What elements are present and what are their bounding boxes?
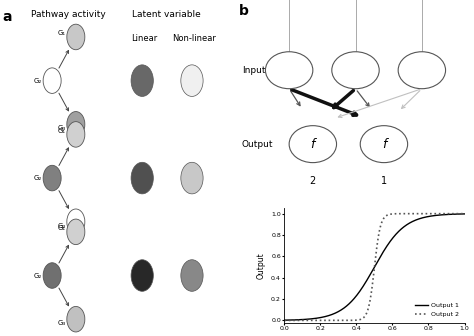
Circle shape <box>332 52 379 89</box>
Text: f: f <box>382 138 386 151</box>
Text: G₃: G₃ <box>57 222 65 228</box>
Circle shape <box>181 260 203 291</box>
Output 1 <box>368 271 374 275</box>
Text: 2: 2 <box>310 175 316 185</box>
Circle shape <box>360 126 408 163</box>
Text: G₂: G₂ <box>34 272 42 279</box>
Output 2 <box>367 299 373 303</box>
Text: G₃: G₃ <box>57 320 65 326</box>
Legend: Output 1, Output 2: Output 1, Output 2 <box>413 301 461 320</box>
Text: G₂: G₂ <box>34 78 42 84</box>
Circle shape <box>131 162 153 194</box>
Output 1 <box>429 214 435 218</box>
Circle shape <box>131 260 153 291</box>
Circle shape <box>43 165 61 191</box>
Output 1 <box>282 318 287 322</box>
Circle shape <box>131 65 153 96</box>
Text: Input: Input <box>242 66 265 75</box>
Output 1 <box>367 273 373 277</box>
Text: a: a <box>2 10 12 24</box>
Circle shape <box>67 219 85 245</box>
Text: Pathway activity: Pathway activity <box>31 10 106 19</box>
Circle shape <box>398 52 446 89</box>
Text: 1: 1 <box>381 175 387 185</box>
Output 1 <box>457 212 463 216</box>
Output 1 <box>379 252 385 256</box>
Output 1 <box>389 238 394 242</box>
Output 2 <box>462 212 467 216</box>
Output 2 <box>389 212 394 216</box>
Circle shape <box>43 263 61 288</box>
Text: G₁: G₁ <box>57 128 65 134</box>
Circle shape <box>67 24 85 50</box>
Text: Output: Output <box>242 140 273 149</box>
Text: G₁: G₁ <box>57 225 65 231</box>
Circle shape <box>67 209 85 235</box>
Output 2 <box>282 319 287 323</box>
Output 2 <box>457 212 463 216</box>
Output 2 <box>429 212 435 216</box>
Circle shape <box>67 122 85 147</box>
Circle shape <box>289 126 337 163</box>
Circle shape <box>67 112 85 137</box>
Circle shape <box>181 65 203 96</box>
Circle shape <box>67 306 85 332</box>
Circle shape <box>43 68 61 93</box>
Output 2 <box>368 293 374 297</box>
Y-axis label: Output: Output <box>256 252 265 279</box>
Text: Linear: Linear <box>131 34 158 43</box>
Output 1 <box>462 212 467 216</box>
Text: Non-linear: Non-linear <box>173 34 216 43</box>
Output 2 <box>379 220 385 224</box>
Circle shape <box>265 52 313 89</box>
Line: Output 2: Output 2 <box>284 214 465 321</box>
Line: Output 1: Output 1 <box>284 214 465 320</box>
Text: b: b <box>239 4 249 18</box>
Text: G₁: G₁ <box>57 30 65 36</box>
Text: Latent variable: Latent variable <box>131 10 201 19</box>
Text: G₃: G₃ <box>57 125 65 131</box>
Circle shape <box>181 162 203 194</box>
Text: G₂: G₂ <box>34 175 42 181</box>
Text: f: f <box>310 138 315 151</box>
